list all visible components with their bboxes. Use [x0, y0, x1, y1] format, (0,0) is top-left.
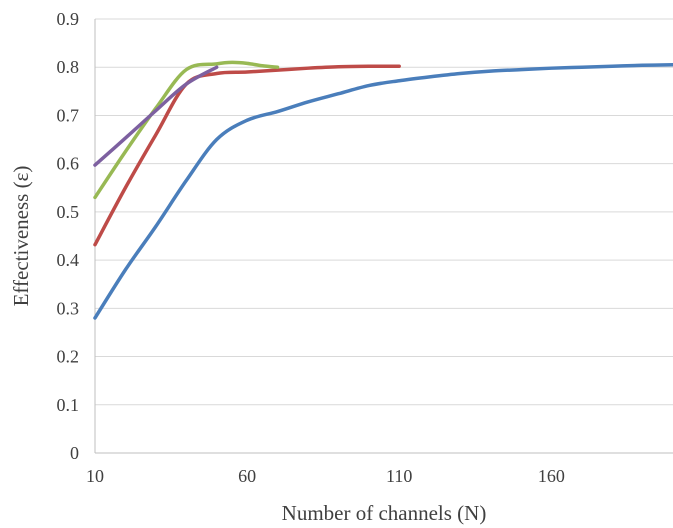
x-tick-label: 60	[238, 466, 256, 486]
x-tick-label: 110	[386, 466, 412, 486]
y-tick-label: 0.4	[57, 250, 80, 270]
x-axis-title: Number of channels (N)	[282, 501, 487, 525]
x-tick-labels: 10 60 110 160	[86, 466, 565, 486]
y-tick-label: 0.5	[57, 202, 80, 222]
series-line-2	[93, 64, 401, 247]
x-tick-label: 160	[538, 466, 565, 486]
y-tick-label: 0.6	[57, 154, 80, 174]
y-tick-label: 0.9	[57, 9, 80, 29]
y-tick-label: 0.8	[57, 57, 80, 77]
y-tick-labels: 0 0.1 0.2 0.3 0.4 0.5 0.6 0.7 0.8 0.9	[57, 9, 80, 463]
axes	[94, 19, 673, 454]
y-tick-label: 0.2	[57, 347, 80, 367]
series-group	[93, 60, 673, 320]
series-line-1	[93, 63, 673, 320]
y-tick-label: 0.7	[57, 105, 80, 125]
y-tick-label: 0.1	[57, 395, 80, 415]
y-tick-label: 0	[70, 443, 79, 463]
series-line-3	[93, 60, 280, 200]
x-tick-label: 10	[86, 466, 104, 486]
gridlines	[95, 18, 673, 406]
y-axis-title: Effectiveness (ε)	[9, 166, 33, 307]
y-tick-label: 0.3	[57, 298, 80, 318]
series-line-4	[93, 65, 219, 167]
